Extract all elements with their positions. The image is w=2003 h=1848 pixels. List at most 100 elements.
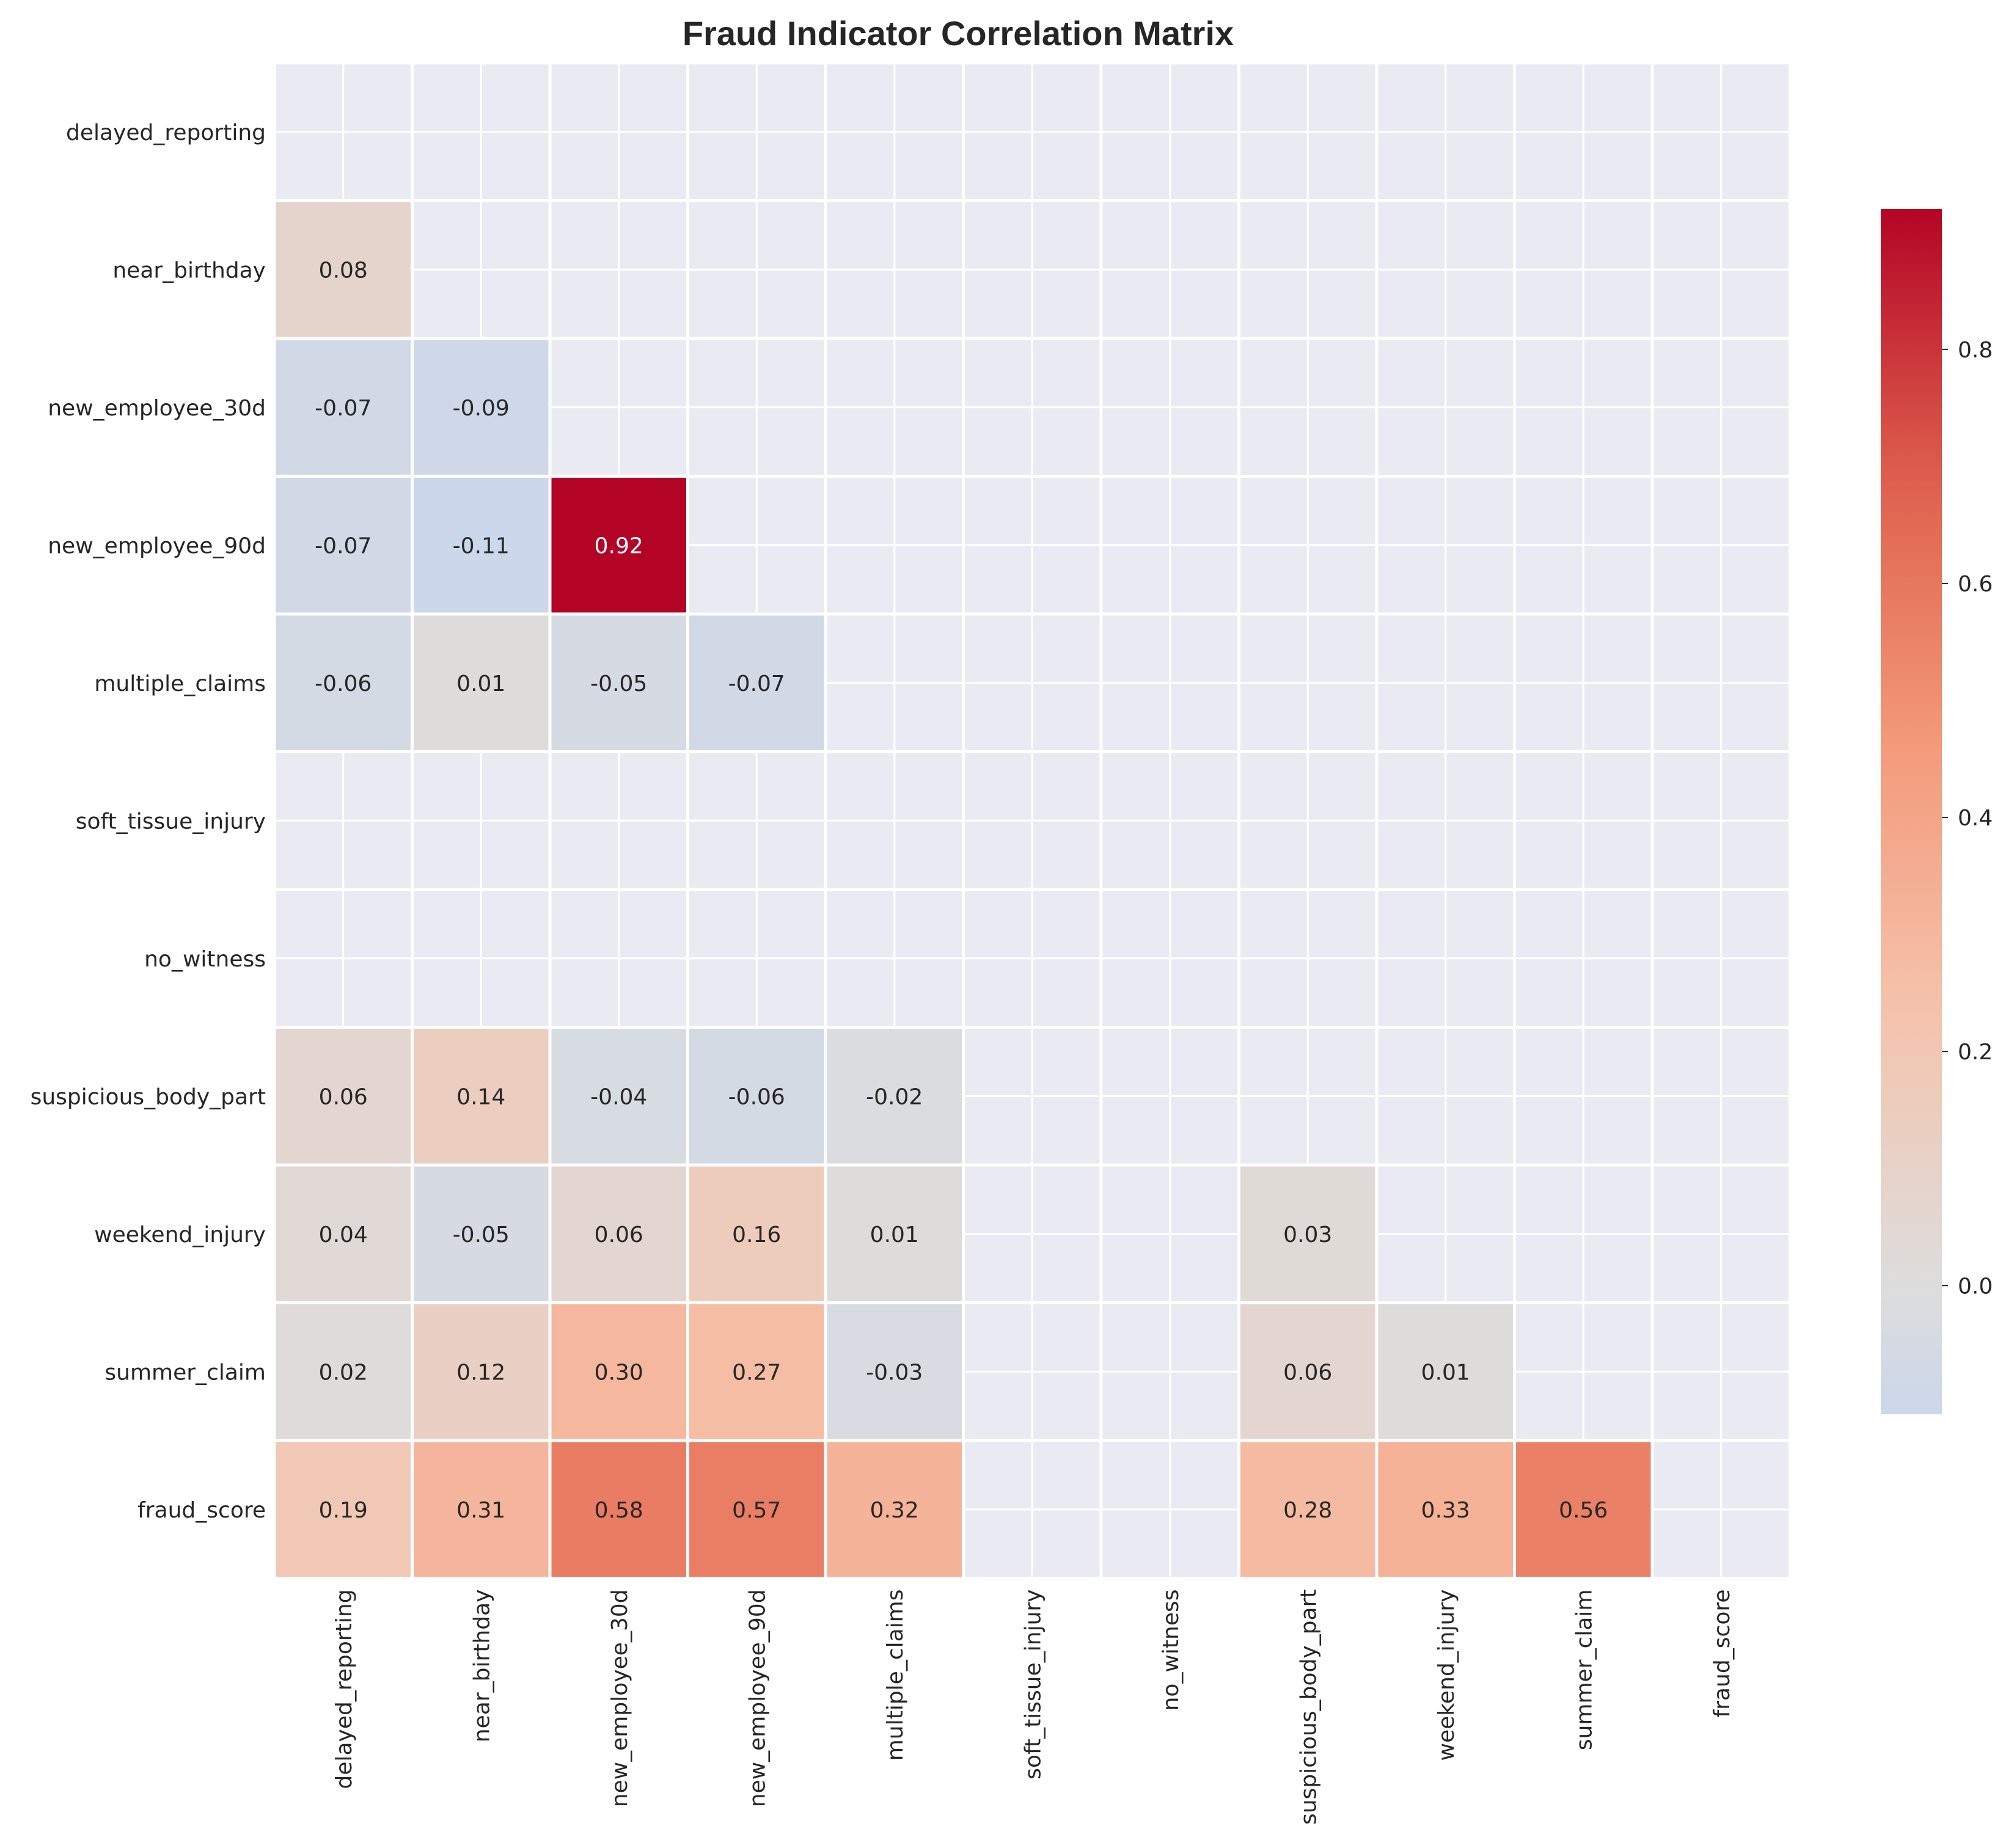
cell-value-label: 0.32 bbox=[870, 1498, 919, 1523]
colorbar: 0.0 0.2 0.4 0.6 0.8 bbox=[1881, 209, 1993, 1414]
heatmap-cell bbox=[551, 478, 686, 613]
heatmap-cell-labels: 0.08 -0.07 -0.09 -0.07 -0.11 0.92 -0.06 0.01 -0.… bbox=[315, 258, 1608, 1523]
cell-value-label: 0.19 bbox=[319, 1498, 368, 1523]
heatmap-cell bbox=[551, 1166, 686, 1301]
heatmap-cell bbox=[414, 1442, 549, 1577]
cell-value-label: 0.33 bbox=[1421, 1498, 1470, 1523]
cell-value-label: 0.06 bbox=[1283, 1360, 1332, 1385]
heatmap-cell bbox=[689, 1304, 824, 1439]
cell-value-label: 0.57 bbox=[732, 1498, 781, 1523]
cell-value-label: 0.02 bbox=[319, 1360, 368, 1385]
cell-value-label: 0.03 bbox=[1283, 1222, 1332, 1247]
heatmap-cell bbox=[1378, 1304, 1513, 1439]
cell-value-label: 0.28 bbox=[1283, 1498, 1332, 1523]
x-tick-label: fraud_score bbox=[1710, 1590, 1735, 1718]
cell-value-label: 0.14 bbox=[456, 1084, 505, 1109]
heatmap-cell bbox=[551, 1442, 686, 1577]
cell-border bbox=[1650, 1439, 1792, 1580]
colorbar-tick-label: 0.2 bbox=[1958, 1040, 1993, 1065]
y-tick-label: soft_tissue_injury bbox=[76, 809, 266, 834]
y-tick-label: new_employee_30d bbox=[48, 396, 266, 421]
cell-value-label: -0.02 bbox=[866, 1084, 923, 1109]
x-tick-label: multiple_claims bbox=[883, 1590, 908, 1761]
heatmap-cell bbox=[276, 340, 411, 475]
cell-value-label: 0.56 bbox=[1559, 1498, 1608, 1523]
cell-value-label: 0.01 bbox=[456, 671, 505, 696]
y-tick-label: near_birthday bbox=[112, 258, 266, 283]
heatmap-cell bbox=[827, 1304, 962, 1439]
heatmap-cell bbox=[689, 615, 824, 750]
heatmap-cell bbox=[414, 1304, 549, 1439]
y-tick-label: fraud_score bbox=[137, 1498, 266, 1523]
cell-value-label: -0.05 bbox=[590, 671, 647, 696]
y-axis-tick-labels: delayed_reporting near_birthday new_employ… bbox=[31, 120, 266, 1523]
cell-value-label: 0.12 bbox=[456, 1360, 505, 1385]
heatmap-cell bbox=[276, 1442, 411, 1577]
colorbar-tick-labels: 0.0 0.2 0.4 0.6 0.8 bbox=[1942, 338, 1993, 1299]
cell-value-label: -0.06 bbox=[728, 1084, 785, 1109]
heatmap-cell bbox=[414, 1166, 549, 1301]
cell-value-label: -0.05 bbox=[453, 1222, 510, 1247]
x-tick-label: new_employee_30d bbox=[607, 1590, 632, 1808]
cell-value-label: 0.06 bbox=[319, 1084, 368, 1109]
x-tick-label: soft_tissue_injury bbox=[1020, 1590, 1045, 1780]
heatmap-cell bbox=[276, 1029, 411, 1164]
cell-value-label: -0.07 bbox=[315, 396, 372, 421]
cell-value-label: -0.09 bbox=[453, 396, 510, 421]
cell-value-label: 0.08 bbox=[319, 258, 368, 283]
cell-value-label: -0.06 bbox=[315, 671, 372, 696]
heatmap-cell bbox=[414, 478, 549, 613]
cell-value-label: 0.01 bbox=[1421, 1360, 1470, 1385]
cell-value-label: 0.04 bbox=[319, 1222, 368, 1247]
heatmap-cells bbox=[273, 61, 1792, 1580]
cell-value-label: -0.11 bbox=[453, 533, 510, 558]
y-tick-label: multiple_claims bbox=[94, 671, 266, 696]
cell-value-label: 0.58 bbox=[595, 1498, 643, 1523]
heatmap-cell bbox=[689, 1442, 824, 1577]
heatmap-cell bbox=[276, 615, 411, 750]
x-tick-label: no_witness bbox=[1159, 1590, 1184, 1711]
cell-value-label: 0.31 bbox=[456, 1498, 505, 1523]
chart-title: Fraud Indicator Correlation Matrix bbox=[683, 14, 1234, 53]
heatmap-cell bbox=[414, 615, 549, 750]
heatmap-cell bbox=[1240, 1166, 1375, 1301]
y-tick-label: no_witness bbox=[144, 947, 266, 972]
y-tick-label: delayed_reporting bbox=[66, 120, 266, 145]
heatmap-cell bbox=[1516, 1442, 1651, 1577]
cell-value-label: 0.30 bbox=[595, 1360, 643, 1385]
cell-value-label: -0.07 bbox=[728, 671, 785, 696]
y-tick-label: suspicious_body_part bbox=[31, 1084, 266, 1109]
heatmap-cell bbox=[689, 1029, 824, 1164]
heatmap-cell bbox=[276, 1166, 411, 1301]
heatmap-cell bbox=[551, 615, 686, 750]
x-tick-label: near_birthday bbox=[469, 1590, 494, 1743]
y-tick-label: weekend_injury bbox=[94, 1222, 266, 1247]
heatmap-cell bbox=[1240, 1442, 1375, 1577]
x-tick-label: summer_claim bbox=[1572, 1590, 1597, 1751]
x-tick-label: weekend_injury bbox=[1434, 1590, 1459, 1761]
colorbar-tick-label: 0.0 bbox=[1958, 1274, 1993, 1299]
cell-value-label: 0.06 bbox=[595, 1222, 643, 1247]
cell-value-label: 0.01 bbox=[870, 1222, 919, 1247]
heatmap-cell bbox=[827, 1442, 962, 1577]
x-tick-label: delayed_reporting bbox=[332, 1590, 357, 1789]
y-tick-label: summer_claim bbox=[104, 1360, 266, 1385]
heatmap-cell bbox=[827, 1166, 962, 1301]
heatmap-cell bbox=[414, 340, 549, 475]
heatmap-cell bbox=[414, 1029, 549, 1164]
heatmap-cell bbox=[276, 202, 411, 337]
colorbar-tick-label: 0.6 bbox=[1958, 572, 1993, 597]
heatmap-cell bbox=[1240, 1304, 1375, 1439]
x-tick-label: suspicious_body_part bbox=[1296, 1590, 1321, 1825]
heatmap-cell bbox=[551, 1304, 686, 1439]
heatmap-cell bbox=[276, 478, 411, 613]
cell-value-label: 0.92 bbox=[595, 533, 643, 558]
x-tick-label: new_employee_90d bbox=[745, 1590, 770, 1808]
x-axis-tick-labels: delayed_reporting near_birthday new_employ… bbox=[332, 1590, 1735, 1825]
heatmap-cell bbox=[276, 1304, 411, 1439]
cell-value-label: -0.07 bbox=[315, 533, 372, 558]
heatmap-cell bbox=[827, 1029, 962, 1164]
heatmap-plot-area: 0.08 -0.07 -0.09 -0.07 -0.11 0.92 -0.06 0.01 -0.… bbox=[273, 61, 1792, 1580]
heatmap-cell bbox=[689, 1166, 824, 1301]
